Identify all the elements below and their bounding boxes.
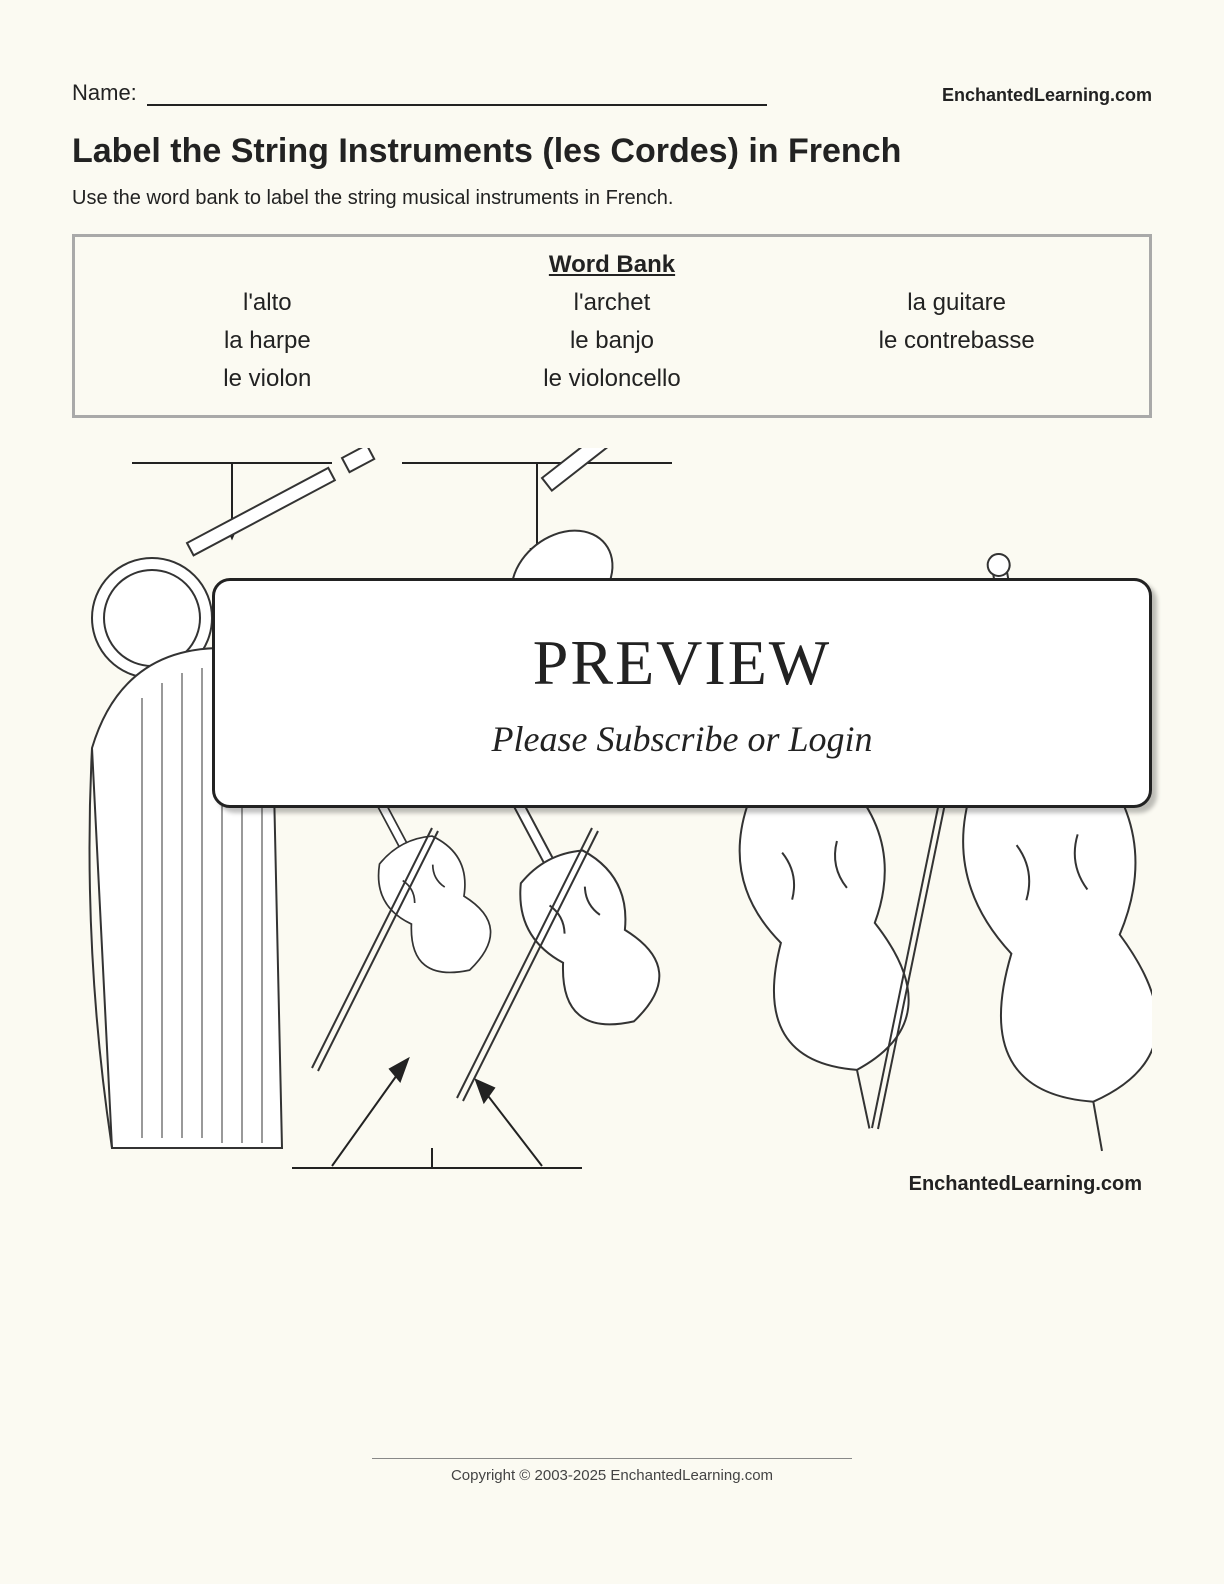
word-bank-grid: l'alto l'archet la guitare la harpe le b… xyxy=(95,289,1129,393)
word-bank-item: l'alto xyxy=(95,289,440,317)
copyright: Copyright © 2003-2025 EnchantedLearning.… xyxy=(0,1458,1224,1484)
instruments-diagram xyxy=(72,448,1152,1208)
header-row: Name: EnchantedLearning.com xyxy=(72,80,1152,106)
word-bank: Word Bank l'alto l'archet la guitare la … xyxy=(72,234,1152,418)
preview-title: PREVIEW xyxy=(533,626,831,700)
page-title: Label the String Instruments (les Cordes… xyxy=(72,132,1152,171)
page-subtitle: Use the word bank to label the string mu… xyxy=(72,187,1152,210)
name-blank-line[interactable] xyxy=(147,82,767,106)
diagram-site-label: EnchantedLearning.com xyxy=(909,1173,1142,1196)
word-bank-item: l'archet xyxy=(440,289,785,317)
word-bank-item: la harpe xyxy=(95,327,440,355)
diagram-area: PREVIEW Please Subscribe or Login Enchan… xyxy=(72,448,1152,1208)
word-bank-item: le banjo xyxy=(440,327,785,355)
site-label: EnchantedLearning.com xyxy=(942,85,1152,106)
preview-overlay: PREVIEW Please Subscribe or Login xyxy=(212,578,1152,808)
name-field-area: Name: xyxy=(72,80,767,106)
word-bank-item: le violoncello xyxy=(440,365,785,393)
word-bank-item: le contrebasse xyxy=(784,327,1129,355)
name-label: Name: xyxy=(72,80,137,106)
word-bank-title: Word Bank xyxy=(95,251,1129,279)
word-bank-item: la guitare xyxy=(784,289,1129,317)
preview-subtitle: Please Subscribe or Login xyxy=(492,718,873,760)
word-bank-item: le violon xyxy=(95,365,440,393)
copyright-text: Copyright © 2003-2025 EnchantedLearning.… xyxy=(451,1467,773,1484)
copyright-divider xyxy=(372,1458,852,1459)
